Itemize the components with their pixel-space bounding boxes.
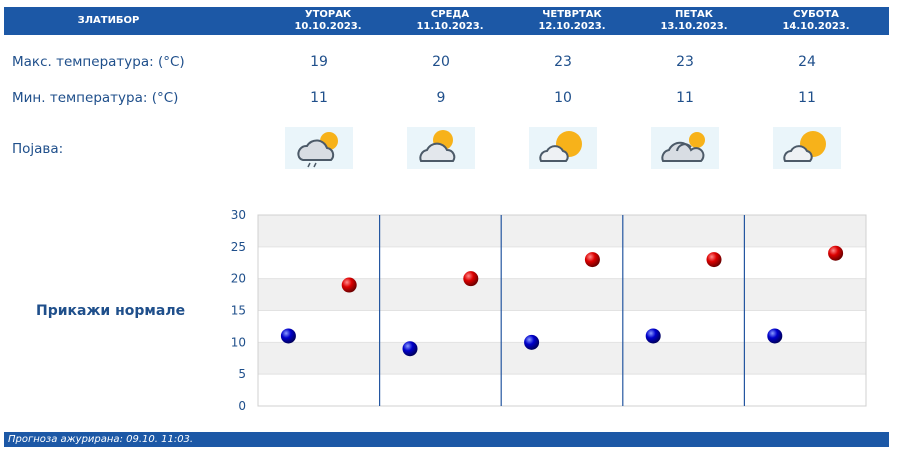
min-temp-label: Мин. температура: (°C) — [12, 90, 179, 106]
max-temp-point — [828, 245, 844, 261]
day-date: 11.10.2023. — [416, 21, 484, 32]
day-date: 13.10.2023. — [660, 21, 728, 32]
day-header: ЧЕТВРТАК 12.10.2023. — [511, 9, 633, 33]
min-temp-value: 11 — [310, 90, 328, 106]
max-temp-value: 20 — [432, 54, 450, 70]
day-header: СУБОТА 14.10.2023. — [755, 9, 877, 33]
min-temp-point — [280, 328, 296, 344]
forecast-header: ЗЛАТИБОР УТОРАК 10.10.2023. СРЕДА 11.10.… — [4, 7, 889, 35]
max-temp-point — [706, 252, 722, 268]
show-normals-link[interactable]: Прикажи нормале — [36, 303, 186, 319]
min-temp-point — [767, 328, 783, 344]
phenomenon-label: Појава: — [12, 141, 64, 157]
day-date: 12.10.2023. — [538, 21, 606, 32]
min-temp-point — [524, 334, 540, 350]
max-temp-label: Макс. температура: (°C) — [12, 54, 185, 70]
day-name: СУБОТА — [793, 9, 839, 20]
max-temp-value: 23 — [676, 54, 694, 70]
max-temp-point — [341, 277, 357, 293]
grid-band — [258, 374, 866, 406]
grid-band — [258, 278, 866, 311]
day-header: УТОРАК 10.10.2023. — [267, 9, 389, 33]
max-temp-value: 23 — [554, 54, 572, 70]
day-name: ПЕТАК — [675, 9, 713, 20]
y-tick-label: 20 — [231, 272, 246, 286]
y-tick-label: 15 — [231, 304, 246, 318]
max-temp-point — [584, 252, 600, 268]
day-date: 14.10.2023. — [782, 21, 850, 32]
day-header: СРЕДА 11.10.2023. — [389, 9, 511, 33]
max-temp-value: 19 — [310, 54, 328, 70]
partly-cloudy-icon — [407, 127, 475, 169]
max-temp-value: 24 — [798, 54, 816, 70]
y-tick-label: 30 — [231, 208, 246, 222]
y-tick-label: 25 — [231, 240, 246, 254]
min-temp-point — [402, 341, 418, 357]
day-name: СРЕДА — [430, 9, 470, 20]
min-temp-value: 11 — [676, 90, 694, 106]
max-temp-point — [463, 271, 479, 287]
cloudy-light-rain-icon — [285, 127, 353, 169]
day-name: ЧЕТВРТАК — [542, 9, 602, 20]
grid-band — [258, 342, 866, 375]
city-name: ЗЛАТИБОР — [77, 15, 140, 26]
min-temp-point — [645, 328, 661, 344]
min-temp-value: 11 — [798, 90, 816, 106]
y-tick-label: 5 — [238, 367, 246, 381]
y-tick-label: 10 — [231, 335, 246, 349]
day-date: 10.10.2023. — [294, 21, 362, 32]
mostly-sunny-icon — [773, 127, 841, 169]
grid-band — [258, 310, 866, 343]
grid-band — [258, 246, 866, 279]
min-temp-value: 10 — [554, 90, 572, 106]
day-header: ПЕТАК 13.10.2023. — [633, 9, 755, 33]
temperature-chart: 0 5 10 15 20 25 30 — [231, 208, 867, 413]
min-temp-value: 9 — [436, 90, 446, 106]
plot-border — [257, 214, 867, 407]
forecast-updated-footer: Прогноза ажурирана: 09.10. 11:03. — [4, 432, 889, 447]
day-name: УТОРАК — [304, 9, 352, 20]
grid-band — [258, 215, 866, 247]
y-tick-label: 0 — [238, 399, 246, 413]
mostly-cloudy-icon — [651, 127, 719, 169]
mostly-sunny-icon — [529, 127, 597, 169]
